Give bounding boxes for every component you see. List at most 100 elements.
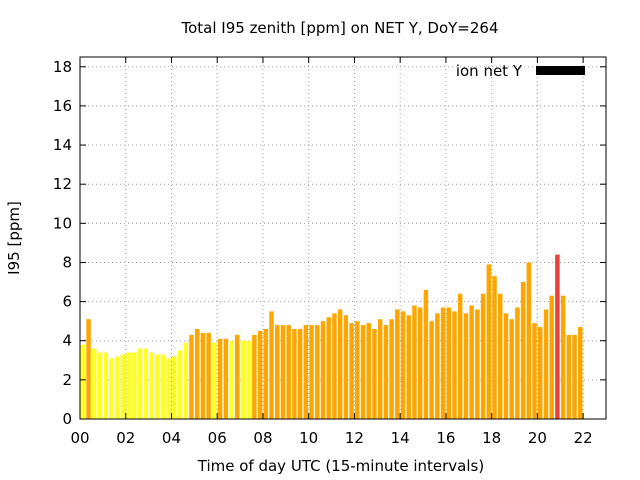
x-tick-label: 20 [528,429,547,447]
bar [377,319,383,419]
bar [315,325,320,419]
bar [480,293,486,419]
bar [234,334,240,419]
plot-frame [79,56,607,420]
y-tick-label: 6 [62,293,72,311]
bar [406,315,411,419]
bar [555,254,560,419]
bar [154,354,160,419]
x-tick-label: 00 [70,429,89,447]
bar [223,338,229,419]
bar [366,323,371,419]
bar [200,332,206,419]
bar [566,334,572,419]
y-tick-label: 0 [62,410,72,428]
bar [120,354,126,419]
bar [309,325,314,419]
bar [303,325,309,419]
legend: ion net Y [456,62,585,80]
bar [132,352,137,419]
bar [189,334,194,419]
bar [486,264,492,419]
bar [80,344,86,419]
bar [578,327,583,419]
y-tick-label: 16 [53,97,72,115]
y-tick-label: 10 [53,214,72,232]
bar [457,293,463,419]
bar [320,321,326,419]
bar [286,325,291,419]
bar [217,338,223,419]
bar [412,305,417,419]
bar [503,313,509,419]
bar [177,350,183,419]
bar [389,319,394,419]
y-tick-label: 2 [62,371,72,389]
x-tick-label: 06 [208,429,227,447]
x-tick-label: 12 [345,429,364,447]
bar [440,307,446,419]
bar [297,328,303,419]
bar [337,309,343,419]
bar [229,340,234,419]
bar [149,352,154,419]
bar [280,325,286,419]
bar [160,354,166,419]
bar [137,348,143,419]
bar [355,321,360,419]
x-tick-label: 08 [253,429,272,447]
bar [275,325,280,419]
bar [549,295,554,419]
bar [417,307,423,419]
bar [332,313,337,419]
bar [86,319,91,419]
bar [194,328,200,419]
x-tick-label: 14 [391,429,410,447]
x-tick-label: 10 [299,429,318,447]
legend-swatch [536,66,585,75]
bar [475,309,480,419]
bar [92,348,97,419]
x-tick-label: 18 [482,429,501,447]
x-tick-label: 04 [162,429,181,447]
bar [172,356,177,419]
bar [269,311,274,419]
bar [532,323,537,419]
bar [423,289,429,419]
bars [80,254,583,419]
x-tick-label: 16 [436,429,455,447]
bar [97,352,103,419]
bar [446,307,452,419]
bar [469,305,474,419]
bar [400,311,406,419]
bar [509,319,514,419]
bar [292,328,297,419]
x-tick-label: 02 [116,429,135,447]
x-axis-label: Time of day UTC (15-minute intervals) [197,457,484,475]
bar [515,307,520,419]
bar [183,342,189,419]
bar [463,313,469,419]
bar [383,325,389,419]
bar [435,313,440,419]
bar [520,282,526,419]
bar [395,309,400,419]
bar [560,295,566,419]
bar [126,352,131,419]
bar [572,334,577,419]
y-tick-label: 18 [53,58,72,76]
bar [349,323,354,419]
y-tick-label: 4 [62,332,72,350]
bar [326,317,331,419]
bar [360,325,366,419]
bar [497,293,503,419]
bar [212,342,217,419]
bar [246,340,251,419]
bar [372,328,377,419]
bar [526,262,532,419]
bar [343,315,349,419]
grid [80,57,606,419]
bar [103,352,108,419]
